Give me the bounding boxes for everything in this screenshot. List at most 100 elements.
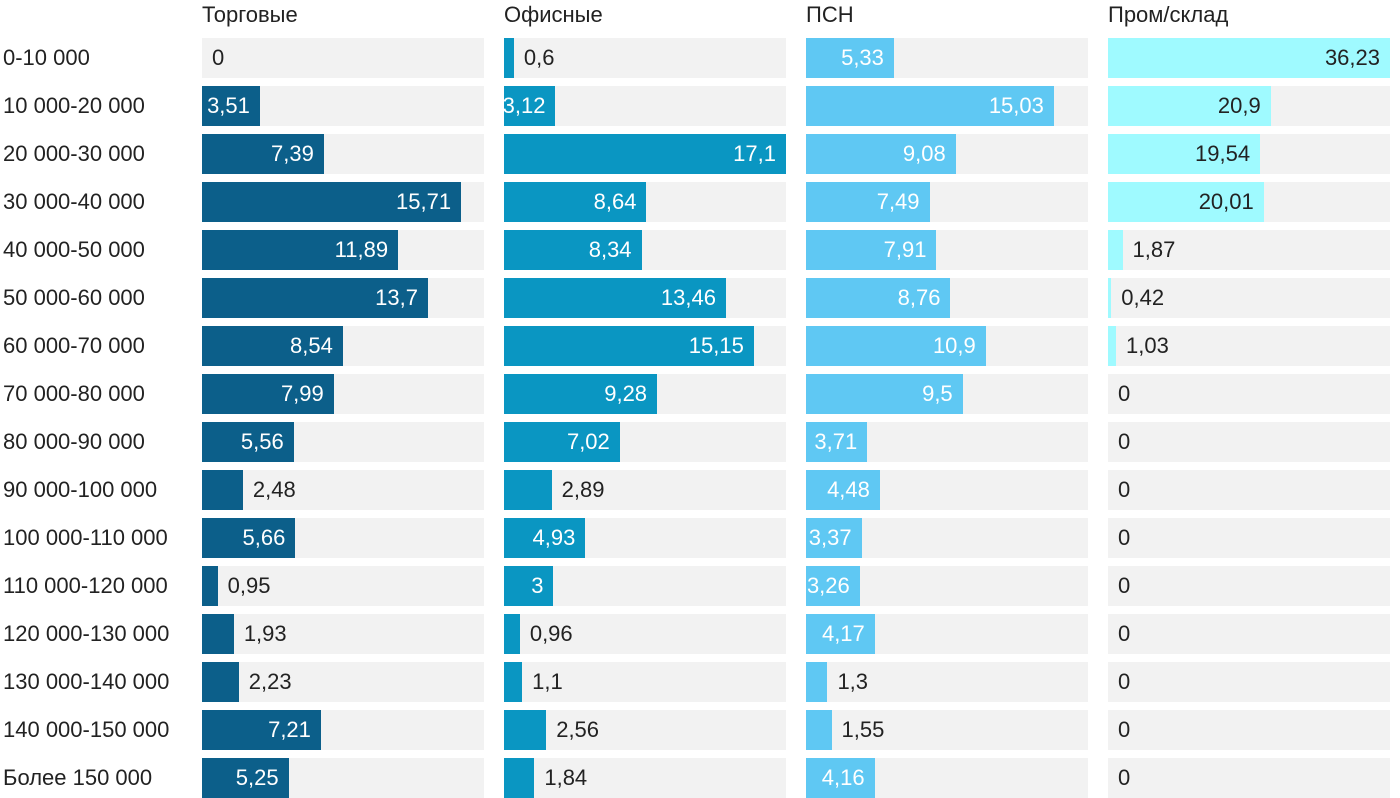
bar-track: 36,23 — [1108, 38, 1390, 78]
bar — [202, 134, 324, 174]
bar — [806, 230, 937, 270]
bar-track: 1,55 — [806, 710, 1088, 750]
data-label: 1,84 — [544, 765, 588, 790]
bar-track: 3,26 — [806, 566, 1088, 606]
bar-track: 5,25 — [202, 758, 484, 798]
data-label: 0 — [1118, 429, 1131, 454]
bar-track: 13,46 — [504, 278, 786, 318]
bar-track: 5,66 — [202, 518, 484, 558]
data-label: 0 — [1118, 525, 1131, 550]
bar — [806, 470, 880, 510]
bar-track: 3 — [504, 566, 786, 606]
bar-track: 8,64 — [504, 182, 786, 222]
bar-track: 3,71 — [806, 422, 1088, 462]
data-label: 11,89 — [334, 237, 389, 262]
bar — [202, 758, 289, 798]
bar-track: 1,84 — [504, 758, 786, 798]
bar — [1108, 182, 1264, 222]
bar-track: 0 — [1108, 710, 1390, 750]
data-label: 17,1 — [733, 141, 776, 166]
bar-track: 0 — [1108, 758, 1390, 798]
bar — [202, 566, 218, 606]
data-label: 3,37 — [808, 525, 852, 550]
bar — [202, 374, 334, 414]
data-label: 7,02 — [566, 429, 610, 454]
bar-track: 20,01 — [1108, 182, 1390, 222]
bar-track: 7,21 — [202, 710, 484, 750]
data-label: 4,93 — [532, 525, 576, 550]
bar-track: 7,91 — [806, 230, 1088, 270]
bar — [504, 278, 726, 318]
bar — [202, 278, 428, 318]
bar — [504, 182, 647, 222]
bar — [202, 230, 399, 270]
data-label: 4,48 — [827, 477, 870, 502]
bar — [1108, 86, 1271, 126]
bar-track: 1,93 — [202, 614, 484, 654]
bar-track: 9,5 — [806, 374, 1088, 414]
bar — [806, 38, 894, 78]
bar — [1108, 278, 1112, 318]
data-label: 1,03 — [1126, 333, 1169, 358]
row-label: Более 150 000 — [3, 765, 153, 790]
series-header: Пром/склад — [1108, 2, 1229, 27]
data-label: 15,71 — [396, 189, 452, 214]
data-label: 10,9 — [932, 333, 976, 358]
bar-track: 3,37 — [806, 518, 1088, 558]
bar — [806, 614, 875, 654]
bar — [504, 326, 754, 366]
data-label: 7,39 — [271, 141, 314, 166]
bar-track: 4,93 — [504, 518, 786, 558]
bar-track: 0 — [1108, 470, 1390, 510]
bar-track: 0 — [1108, 566, 1390, 606]
data-label: 3,71 — [814, 429, 858, 454]
bar — [806, 758, 875, 798]
data-label: 3,12 — [502, 93, 546, 118]
data-label: 0 — [1118, 717, 1131, 742]
bar — [202, 614, 234, 654]
data-label: 7,91 — [883, 237, 927, 262]
bar — [806, 134, 956, 174]
bar-track: 7,49 — [806, 182, 1088, 222]
row-label: 100 000-110 000 — [3, 525, 168, 550]
data-label: 0,42 — [1121, 285, 1165, 310]
bar-track: 2,23 — [202, 662, 484, 702]
bar — [504, 86, 556, 126]
bar — [806, 566, 860, 606]
bar — [806, 710, 832, 750]
data-label: 1,1 — [532, 669, 563, 694]
data-label: 4,16 — [821, 765, 865, 790]
bar — [504, 374, 658, 414]
bar-track: 13,7 — [202, 278, 484, 318]
data-label: 3,26 — [806, 573, 850, 598]
bar-track: 2,89 — [504, 470, 786, 510]
bar-track: 0,95 — [202, 566, 484, 606]
bar-track: 2,56 — [504, 710, 786, 750]
bar-track: 0 — [202, 38, 484, 78]
bar-track: 9,28 — [504, 374, 786, 414]
bar — [504, 662, 523, 702]
series-header: Офисные — [504, 2, 603, 27]
row-label: 130 000-140 000 — [3, 669, 170, 694]
bar — [504, 134, 786, 174]
bar — [1108, 230, 1123, 270]
bar — [202, 470, 243, 510]
row-label: 20 000-30 000 — [3, 141, 145, 166]
data-label: 15,15 — [688, 333, 744, 358]
data-label: 0,96 — [529, 621, 573, 646]
row-label: 80 000-90 000 — [3, 429, 145, 454]
bar — [504, 614, 520, 654]
bar-track: 0,6 — [504, 38, 786, 78]
data-label: 0 — [1118, 477, 1131, 502]
data-label: 4,17 — [821, 621, 865, 646]
data-label: 2,23 — [248, 669, 292, 694]
bar-track: 0 — [1108, 662, 1390, 702]
bar — [504, 710, 547, 750]
bar-track: 11,89 — [202, 230, 484, 270]
data-label: 0 — [1118, 621, 1131, 646]
data-label: 8,76 — [897, 285, 941, 310]
data-label: 5,33 — [841, 45, 884, 70]
bar-track: 2,48 — [202, 470, 484, 510]
bar — [202, 422, 294, 462]
data-label: 7,99 — [280, 381, 324, 406]
